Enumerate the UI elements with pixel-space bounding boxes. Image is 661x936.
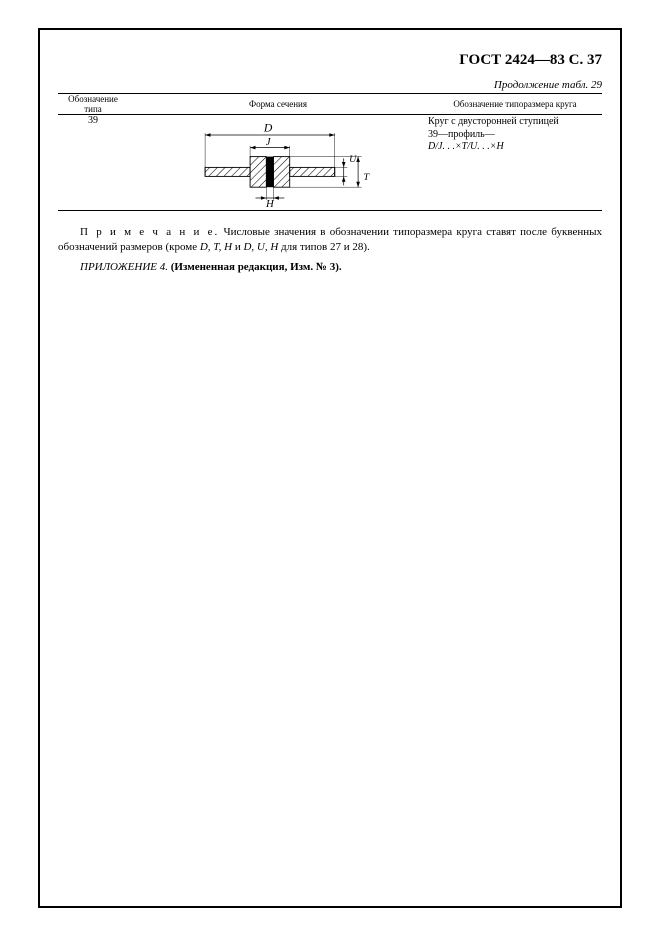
table-row: 39 <box>58 115 602 211</box>
dim-label-J: J <box>266 136 272 148</box>
dim-label-D: D <box>263 121 273 134</box>
page-frame: ГОСТ 2424—83 С. 37 Продолжение табл. 29 … <box>38 28 622 908</box>
doc-header-code: ГОСТ 2424—83 С. 37 <box>58 52 602 69</box>
dim-label-H: H <box>265 198 275 207</box>
cell-designation: Круг с двусторонней ступицей39—профиль— … <box>428 115 602 211</box>
type-formula: D/J. . .×T/U. . .×H <box>428 141 602 152</box>
dim-label-U: U <box>349 154 357 165</box>
appendix-body: (Измененная редакция, Изм. № 3). <box>171 261 342 273</box>
note-lead: П р и м е ч а н и е. <box>80 226 219 238</box>
table-continuation: Продолжение табл. 29 <box>58 79 602 91</box>
col-header-shape: Форма сечения <box>128 94 428 115</box>
note-tail: для типов 27 и 28). <box>278 241 369 253</box>
dim-label-T: T <box>364 172 371 183</box>
note-paragraph: П р и м е ч а н и е. Числовые значения в… <box>58 225 602 255</box>
cell-diagram: D J H <box>128 115 428 211</box>
table-header-row: Обозначениетипа Форма сечения Обозначени… <box>58 94 602 115</box>
spec-table: Обозначениетипа Форма сечения Обозначени… <box>58 93 602 211</box>
appendix-line: ПРИЛОЖЕНИЕ 4. (Измененная редакция, Изм.… <box>58 261 602 273</box>
appendix-lead: ПРИЛОЖЕНИЕ 4. <box>80 261 168 273</box>
note-italic-2: D, U, H <box>243 241 278 253</box>
type-description: Круг с двусторонней ступицей39—профиль— <box>428 115 602 141</box>
note-mid: и <box>232 241 243 253</box>
col-header-designation: Обозначение типоразмера круга <box>428 94 602 115</box>
cell-type: 39 <box>58 115 128 211</box>
note-italic-1: D, T, H <box>200 241 232 253</box>
cross-section-drawing: D J H <box>173 117 383 207</box>
col-header-type: Обозначениетипа <box>58 94 128 115</box>
